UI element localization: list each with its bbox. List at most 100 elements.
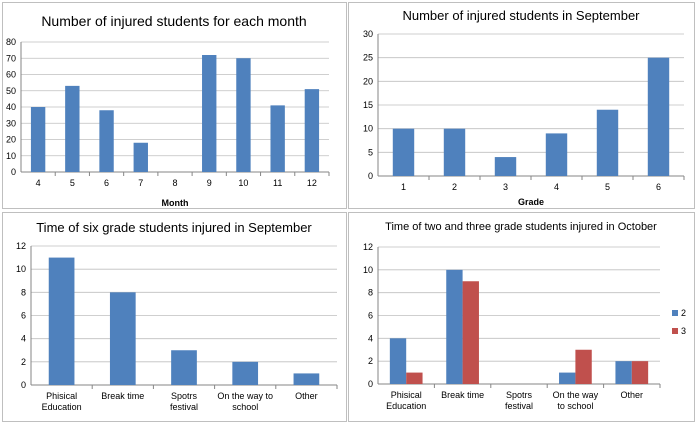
bar <box>171 350 197 385</box>
x-tick-label: to school <box>557 401 593 411</box>
y-tick-label: 30 <box>363 29 373 39</box>
x-tick-label: 12 <box>307 178 317 188</box>
y-tick-label: 20 <box>6 135 16 145</box>
x-tick-label: festival <box>505 401 533 411</box>
bar <box>615 361 632 384</box>
y-tick-label: 70 <box>6 53 16 63</box>
x-tick-label: Spotrs <box>171 391 198 401</box>
y-tick-label: 10 <box>363 265 373 275</box>
bar <box>494 157 517 176</box>
bar <box>631 361 649 384</box>
bar <box>270 105 285 172</box>
y-tick-label: 50 <box>6 86 16 96</box>
bar <box>65 85 80 172</box>
chart-title: Number of injured students in September <box>402 8 640 23</box>
chart-panel-4: Time of two and three grade students inj… <box>348 212 695 422</box>
bar <box>99 110 114 172</box>
y-tick-label: 0 <box>368 379 373 389</box>
bar <box>392 128 415 176</box>
x-axis-label: Month <box>162 198 189 208</box>
bar <box>389 338 407 384</box>
x-tick-label: 5 <box>70 178 75 188</box>
x-tick-label: Break time <box>441 390 484 400</box>
x-tick-label: 3 <box>503 182 508 192</box>
y-tick-label: 12 <box>363 242 373 252</box>
chart-title: Time of six grade students injured in Se… <box>36 220 312 235</box>
bar <box>545 133 568 176</box>
bar <box>446 269 463 384</box>
bar <box>575 349 592 384</box>
x-tick-label: Education <box>42 402 82 412</box>
chart-title: Number of injured students for each mont… <box>41 13 306 29</box>
x-tick-label: 8 <box>172 178 177 188</box>
bar <box>202 55 217 172</box>
y-tick-label: 6 <box>368 311 373 321</box>
x-tick-label: 11 <box>273 178 282 188</box>
y-tick-label: 15 <box>363 100 373 110</box>
bar <box>48 257 75 385</box>
x-tick-label: Education <box>386 401 426 411</box>
bar <box>406 372 423 384</box>
x-tick-label: 5 <box>605 182 610 192</box>
chart-title: Time of two and three grade students inj… <box>385 221 657 233</box>
x-tick-label: Break time <box>101 391 144 401</box>
x-tick-label: school <box>232 402 258 412</box>
bar <box>232 361 259 385</box>
x-tick-label: On the way <box>553 390 599 400</box>
x-tick-label: Other <box>621 390 644 400</box>
x-tick-label: Phisical <box>46 391 77 401</box>
x-tick-label: On the way to <box>217 391 273 401</box>
y-tick-label: 8 <box>368 288 373 298</box>
x-axis-label: Grade <box>518 197 544 207</box>
y-tick-label: 10 <box>363 124 373 134</box>
bar <box>133 142 148 172</box>
bar <box>30 107 46 172</box>
bar <box>236 58 251 172</box>
x-tick-label: Other <box>295 391 318 401</box>
y-tick-label: 4 <box>368 333 373 343</box>
legend-swatch <box>672 310 678 316</box>
bar <box>462 281 479 384</box>
x-tick-label: 9 <box>207 178 212 188</box>
x-tick-label: 6 <box>104 178 109 188</box>
y-tick-label: 5 <box>368 147 373 157</box>
x-tick-label: 2 <box>452 182 457 192</box>
chart-panel-3: Time of six grade students injured in Se… <box>2 212 347 422</box>
y-tick-label: 2 <box>21 357 26 367</box>
x-tick-label: 1 <box>401 182 406 192</box>
y-tick-label: 0 <box>11 167 16 177</box>
x-tick-label: 4 <box>554 182 559 192</box>
legend-swatch <box>672 328 678 334</box>
y-tick-label: 40 <box>6 102 16 112</box>
bar <box>304 89 320 172</box>
bar <box>443 128 466 176</box>
y-tick-label: 4 <box>21 334 26 344</box>
chart-panel-2: Number of injured students in September 0… <box>348 2 695 209</box>
y-tick-label: 0 <box>368 171 373 181</box>
y-tick-label: 6 <box>21 311 26 321</box>
bar <box>596 109 619 176</box>
y-tick-label: 12 <box>16 241 26 251</box>
bar <box>293 373 320 385</box>
chart-panel-1: Number of injured students for each mont… <box>2 2 347 209</box>
legend-label: 3 <box>681 326 686 336</box>
y-tick-label: 10 <box>16 264 26 274</box>
y-tick-label: 20 <box>363 76 373 86</box>
y-tick-label: 10 <box>6 151 16 161</box>
bar <box>109 292 136 385</box>
y-tick-label: 30 <box>6 118 16 128</box>
panel-border <box>2 2 347 209</box>
panel-border <box>348 2 695 209</box>
y-tick-label: 80 <box>6 37 16 47</box>
y-tick-label: 25 <box>363 53 373 63</box>
bar <box>647 57 670 176</box>
bar <box>559 372 576 384</box>
legend-label: 2 <box>681 308 686 318</box>
x-tick-label: Spotrs <box>506 390 533 400</box>
x-tick-label: festival <box>170 402 198 412</box>
x-tick-label: 6 <box>656 182 661 192</box>
x-tick-label: Phisical <box>391 390 422 400</box>
x-tick-label: 7 <box>138 178 143 188</box>
